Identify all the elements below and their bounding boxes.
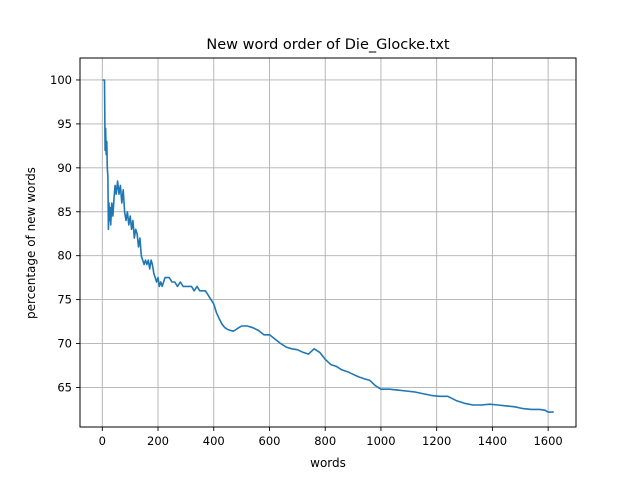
ticks: 0 200 400 600 800 1000 1200 1400 1600 65 70 75 80 85 9… [50, 73, 563, 448]
plot-frame [79, 57, 577, 428]
y-tick-label: 75 [57, 293, 72, 307]
y-tick-label: 65 [57, 380, 72, 394]
x-tick-label: 1000 [366, 434, 395, 448]
y-tick-label: 85 [57, 205, 72, 219]
y-tick-label: 80 [57, 249, 72, 263]
chart-title: New word order of Die_Glocke.txt [206, 37, 449, 53]
y-axis-label: percentage of new words [24, 167, 38, 319]
series-line [102, 79, 554, 413]
y-tick-label: 70 [57, 337, 72, 351]
x-tick-label: 1400 [478, 434, 507, 448]
y-tick-label: 90 [57, 161, 72, 175]
x-tick-label: 800 [314, 434, 336, 448]
x-tick-label: 1600 [533, 434, 562, 448]
series-layer [102, 79, 554, 413]
y-tick-label: 100 [50, 73, 72, 87]
grid [80, 58, 576, 427]
x-axis-label: words [310, 456, 346, 470]
x-tick-label: 600 [259, 434, 281, 448]
y-tick-label: 95 [57, 117, 72, 131]
x-tick-label: 400 [203, 434, 225, 448]
x-tick-label: 1200 [422, 434, 451, 448]
x-tick-label: 200 [147, 434, 169, 448]
x-tick-label: 0 [99, 434, 106, 448]
